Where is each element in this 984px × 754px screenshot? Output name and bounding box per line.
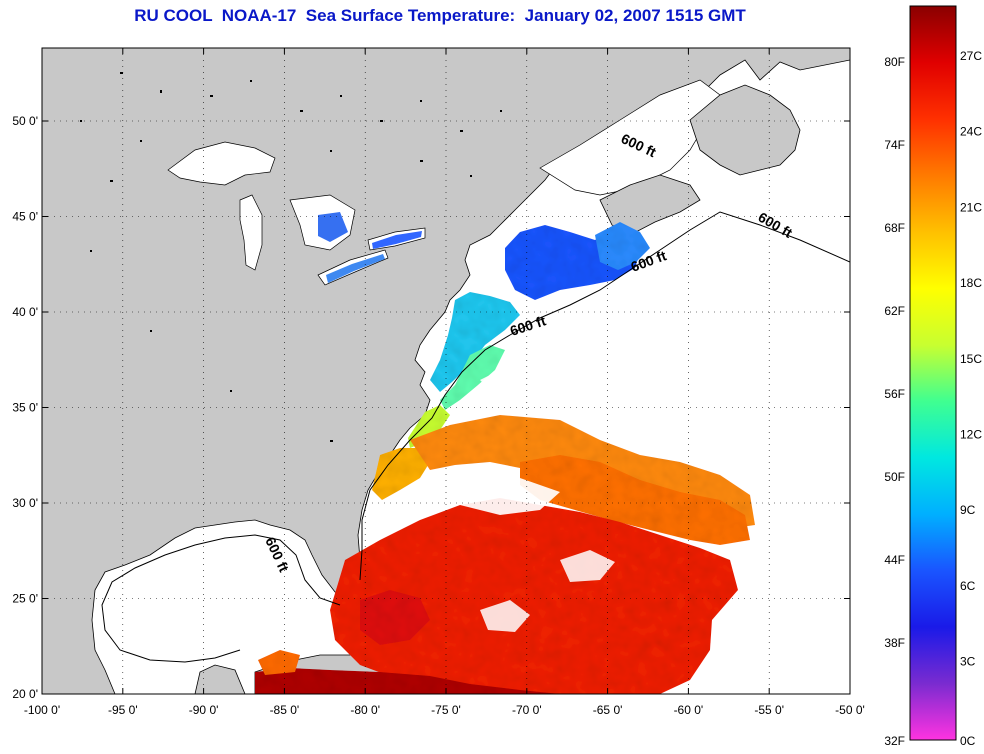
sst-caribbean-darkred xyxy=(255,668,560,694)
great-lake-superior xyxy=(167,141,276,186)
sst-data xyxy=(255,222,755,694)
isobath-600ft-gulf xyxy=(101,534,341,663)
colorbar-fahrenheit-labels: 80F 74F 68F 62F 56F 50F 44F 38F 32F xyxy=(884,55,905,748)
sst-subtropical-red xyxy=(330,498,738,694)
colorbar-c-label: 21C xyxy=(960,200,982,214)
colorbar-c-label: 27C xyxy=(960,49,982,63)
sst-mid-atlantic-green xyxy=(440,345,505,410)
colorbar-celsius-labels: 27C 24C 21C 18C 15C 12C 9C 6C 3C 0C xyxy=(960,49,982,748)
colorbar-c-label: 24C xyxy=(960,125,982,139)
lat-tick-label: 20 0' xyxy=(12,687,38,701)
colorbar-c-label: 3C xyxy=(960,655,976,669)
lon-tick-label: -70 0' xyxy=(512,703,542,717)
colorbar-f-label: 68F xyxy=(884,221,905,235)
lon-tick-label: -60 0' xyxy=(674,703,704,717)
lon-tick-label: -90 0' xyxy=(189,703,219,717)
sst-mid-atlantic-cyan xyxy=(430,292,520,392)
lon-tick-label: -65 0' xyxy=(593,703,623,717)
colorbar-f-label: 38F xyxy=(884,636,905,650)
map-title: RU COOL NOAA-17 Sea Surface Temperature:… xyxy=(134,6,746,25)
cloud-cover-2 xyxy=(430,472,560,515)
sst-scotian-shelf xyxy=(595,222,650,270)
colorbar-f-label: 74F xyxy=(884,138,905,152)
sst-yucatan-channel xyxy=(258,650,300,675)
lat-tick-label: 30 0' xyxy=(12,496,38,510)
lon-tick-label: -100 0' xyxy=(24,703,60,717)
colorbar-c-label: 0C xyxy=(960,734,976,748)
colorbar-f-label: 80F xyxy=(884,55,905,69)
cloud-cover-3 xyxy=(560,550,615,582)
lake-sst-ontario xyxy=(372,231,422,249)
colorbar-c-label: 12C xyxy=(960,428,982,442)
great-lake-michigan xyxy=(239,194,263,271)
lat-tick-label: 25 0' xyxy=(12,592,38,606)
lake-sst-cold xyxy=(318,212,348,242)
lake-sst-erie xyxy=(326,254,385,283)
lon-tick-label: -75 0' xyxy=(431,703,461,717)
sst-sargasso-orange xyxy=(520,455,750,545)
lon-tick-label: -80 0' xyxy=(350,703,380,717)
lon-tick-label: -50 0' xyxy=(835,703,865,717)
colorbar-f-label: 44F xyxy=(884,553,905,567)
lon-tick-label: -95 0' xyxy=(108,703,138,717)
longitude-axis: -100 0' -95 0' -90 0' -85 0' -80 0' -75 0' -70… xyxy=(24,48,865,717)
sst-bahamas-red xyxy=(360,590,430,645)
colorbar-f-label: 50F xyxy=(884,470,905,484)
lon-tick-label: -85 0' xyxy=(270,703,300,717)
colorbar-c-label: 9C xyxy=(960,503,976,517)
lat-tick-label: 50 0' xyxy=(12,114,38,128)
lat-tick-label: 45 0' xyxy=(12,210,38,224)
lat-tick-label: 35 0' xyxy=(12,401,38,415)
colorbar-f-label: 62F xyxy=(884,304,905,318)
sst-south-atlantic-bight xyxy=(372,448,430,500)
land-yucatan xyxy=(194,664,246,694)
colorbar-c-label: 18C xyxy=(960,276,982,290)
cloud-cover-4 xyxy=(480,600,530,632)
colorbar-f-label: 32F xyxy=(884,734,905,748)
colorbar xyxy=(909,5,957,741)
lat-tick-label: 40 0' xyxy=(12,305,38,319)
land-newfoundland xyxy=(689,84,801,176)
colorbar-c-label: 6C xyxy=(960,579,976,593)
lon-tick-label: -55 0' xyxy=(754,703,784,717)
latitude-axis: 50 0' 45 0' 40 0' 35 0' 30 0' 25 0' 20 0' xyxy=(12,114,850,701)
colorbar-c-label: 15C xyxy=(960,352,982,366)
isobath-600ft xyxy=(359,211,850,581)
colorbar-f-label: 56F xyxy=(884,387,905,401)
coastline-specks xyxy=(80,72,502,442)
